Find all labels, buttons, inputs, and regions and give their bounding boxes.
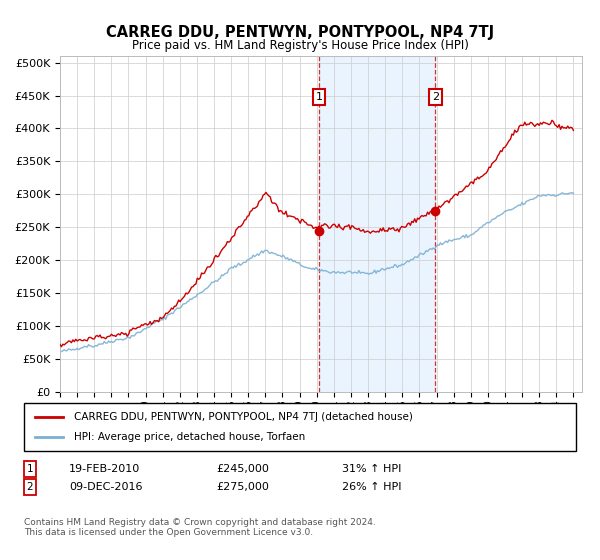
Text: 09-DEC-2016: 09-DEC-2016	[69, 482, 143, 492]
Bar	[319, 56, 436, 392]
Text: Contains HM Land Registry data © Crown copyright and database right 2024.
This d: Contains HM Land Registry data © Crown c…	[24, 518, 376, 538]
Text: 1: 1	[26, 464, 34, 474]
Text: Price paid vs. HM Land Registry's House Price Index (HPI): Price paid vs. HM Land Registry's House …	[131, 39, 469, 52]
Text: HPI: Average price, detached house, Torfaen: HPI: Average price, detached house, Torf…	[74, 432, 305, 442]
Text: 2: 2	[432, 92, 439, 102]
Text: CARREG DDU, PENTWYN, PONTYPOOL, NP4 7TJ: CARREG DDU, PENTWYN, PONTYPOOL, NP4 7TJ	[106, 25, 494, 40]
Text: £245,000: £245,000	[216, 464, 269, 474]
Text: 31% ↑ HPI: 31% ↑ HPI	[342, 464, 401, 474]
Text: 19-FEB-2010: 19-FEB-2010	[69, 464, 140, 474]
Text: 26% ↑ HPI: 26% ↑ HPI	[342, 482, 401, 492]
Text: £275,000: £275,000	[216, 482, 269, 492]
Text: CARREG DDU, PENTWYN, PONTYPOOL, NP4 7TJ (detached house): CARREG DDU, PENTWYN, PONTYPOOL, NP4 7TJ …	[74, 412, 413, 422]
FancyBboxPatch shape	[24, 403, 576, 451]
Text: 2: 2	[26, 482, 34, 492]
Text: 1: 1	[316, 92, 322, 102]
